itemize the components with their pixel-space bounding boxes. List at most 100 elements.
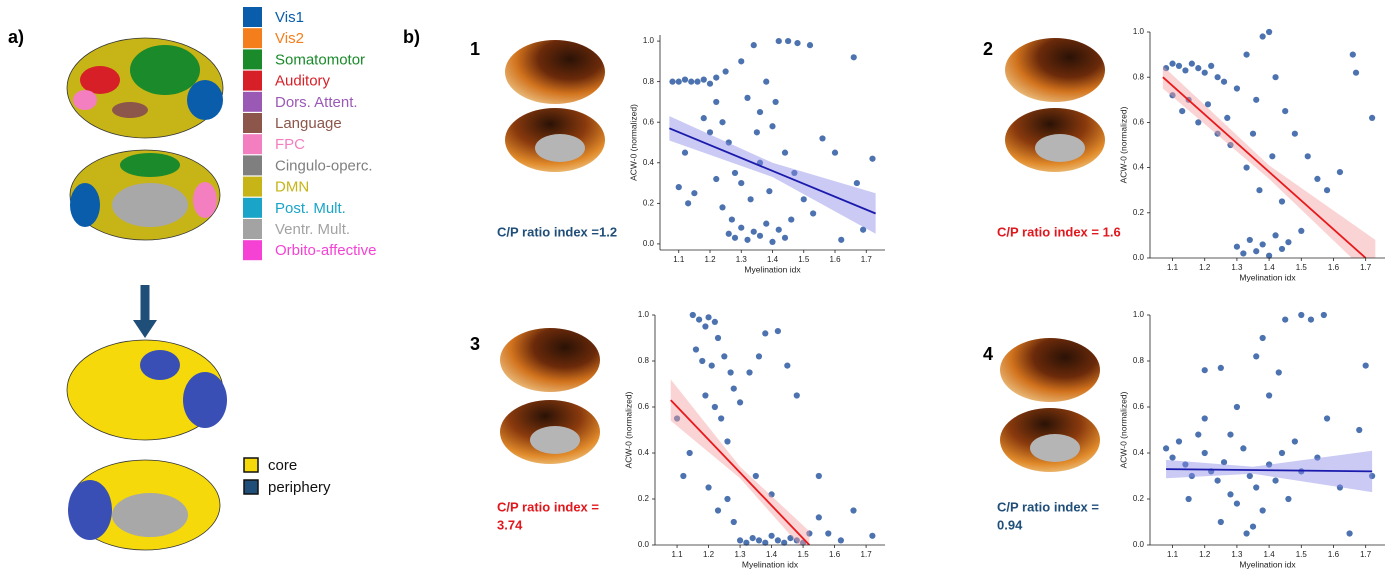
point <box>1253 96 1260 103</box>
point <box>787 535 794 542</box>
point <box>806 42 814 49</box>
point <box>685 200 692 207</box>
point <box>772 98 779 106</box>
legend-swatch <box>243 70 262 91</box>
point <box>718 415 725 422</box>
point <box>1314 454 1321 461</box>
legend-swatch <box>243 28 262 49</box>
annotation: C/P ratio index =1.2 <box>497 224 617 239</box>
point <box>755 537 763 544</box>
point <box>731 169 739 177</box>
point <box>755 353 763 360</box>
point <box>1266 252 1273 259</box>
point <box>738 58 745 65</box>
point <box>696 316 703 323</box>
x-tick-label: 1.4 <box>767 255 779 264</box>
point <box>750 42 757 49</box>
panel-number: 2 <box>983 39 993 59</box>
legend-swatch <box>243 176 262 197</box>
point <box>1352 69 1360 76</box>
point <box>869 532 876 539</box>
point <box>850 507 857 514</box>
point <box>1208 62 1215 69</box>
point <box>763 78 770 85</box>
point <box>692 346 700 353</box>
point <box>1285 495 1292 503</box>
point <box>1217 518 1224 526</box>
point <box>781 234 789 241</box>
point <box>1291 130 1298 137</box>
legend-swatch <box>243 134 262 155</box>
point <box>806 530 813 537</box>
point <box>673 415 681 422</box>
point <box>1169 92 1176 99</box>
point <box>1169 454 1176 461</box>
point <box>1240 250 1247 257</box>
panel-label: b) <box>403 27 420 47</box>
point <box>725 139 732 146</box>
point <box>711 318 718 325</box>
y-tick-label: 0.6 <box>638 402 650 411</box>
y-tick-label: 1.0 <box>1133 27 1145 36</box>
legend-label: Auditory <box>275 73 331 90</box>
point <box>1175 62 1183 69</box>
point <box>1246 472 1253 480</box>
y-tick-label: 0.2 <box>1133 208 1145 217</box>
x-tick-label: 1.7 <box>861 550 873 559</box>
point <box>1272 74 1279 81</box>
point <box>1278 449 1286 457</box>
x-axis-label: Myelination idx <box>744 264 801 274</box>
legend-label: Orbito-affective <box>275 242 376 259</box>
brain-parcellation <box>66 37 227 551</box>
point <box>1298 311 1305 319</box>
point <box>788 216 795 223</box>
point <box>1220 78 1228 85</box>
point <box>1233 403 1241 411</box>
point <box>1195 431 1202 438</box>
point <box>1204 101 1212 108</box>
point <box>700 76 707 83</box>
point <box>1233 85 1241 92</box>
point <box>1320 311 1327 319</box>
legend-swatch <box>243 240 262 261</box>
point <box>756 108 764 116</box>
point <box>810 210 817 217</box>
point <box>681 76 689 83</box>
point <box>688 78 695 85</box>
panel-label: a) <box>8 27 24 47</box>
point <box>1369 472 1376 480</box>
legend-swatch <box>243 7 262 27</box>
point <box>1278 198 1286 205</box>
legend-label: core <box>268 457 297 474</box>
point <box>736 537 744 544</box>
point <box>1269 153 1276 160</box>
x-tick-label: 1.2 <box>703 550 715 559</box>
point <box>700 115 707 122</box>
brain-maps <box>500 38 1105 472</box>
panel-number: 3 <box>470 334 480 354</box>
point <box>747 196 754 203</box>
point <box>750 228 757 235</box>
point <box>769 123 776 130</box>
point <box>1240 445 1247 452</box>
point <box>838 236 845 243</box>
x-tick-label: 1.1 <box>1167 263 1179 272</box>
legend-label: FPC <box>275 136 305 153</box>
legend-swatch <box>243 155 262 176</box>
point <box>1201 69 1208 76</box>
y-axis-label: ACW-0 (normalized) <box>1118 391 1128 468</box>
y-tick-label: 0.0 <box>643 239 655 248</box>
point <box>766 188 773 195</box>
legend-label: Somatomotor <box>275 51 365 68</box>
legend-label: Vis1 <box>275 9 304 26</box>
point <box>1272 477 1279 484</box>
x-tick-label: 1.5 <box>798 550 810 559</box>
legend-label: Post. Mult. <box>275 200 346 217</box>
point <box>1266 461 1273 468</box>
point <box>850 54 857 61</box>
point <box>743 539 750 546</box>
point <box>1227 141 1234 149</box>
point <box>681 149 689 156</box>
point <box>1362 362 1369 369</box>
point <box>1220 459 1228 466</box>
